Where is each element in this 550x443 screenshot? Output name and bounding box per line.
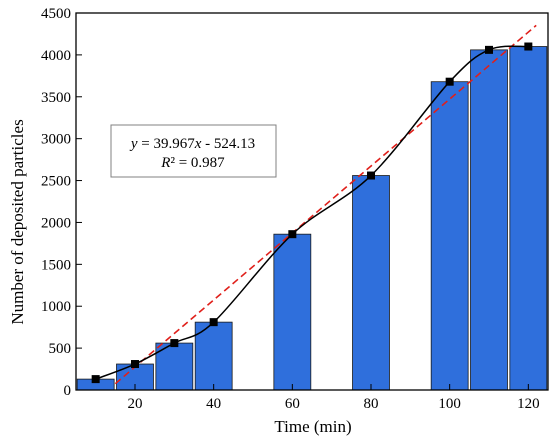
y-tick-label: 1000 xyxy=(41,299,71,315)
r-squared-line: R² = 0.987 xyxy=(160,155,225,171)
bar xyxy=(352,175,390,391)
equation-y: y xyxy=(129,136,138,152)
x-tick-label: 80 xyxy=(364,396,379,412)
x-tick-label: 100 xyxy=(438,396,461,412)
line-marker xyxy=(131,360,139,369)
y-tick-label: 2000 xyxy=(41,215,71,231)
equation-eq: = 39.967 xyxy=(138,136,196,152)
r-squared-rest: ² = 0.987 xyxy=(170,155,225,171)
x-axis-title: Time (min) xyxy=(274,417,351,436)
bar xyxy=(470,49,508,391)
bar xyxy=(430,81,469,391)
line-marker xyxy=(445,77,454,86)
line-marker xyxy=(209,318,218,327)
trendline xyxy=(114,24,537,385)
series-line xyxy=(95,45,529,380)
line-marker xyxy=(91,375,100,384)
plot-frame xyxy=(75,12,549,391)
y-axis-title: Number of deposited particles xyxy=(8,119,27,324)
y-tick-label: 2500 xyxy=(41,174,71,190)
bar xyxy=(273,233,312,391)
x-tick-label: 40 xyxy=(206,396,221,412)
equation-x: x xyxy=(194,136,202,152)
line-marker xyxy=(288,230,297,239)
x-tick-label: 20 xyxy=(128,396,143,412)
y-tick-label: 0 xyxy=(64,383,72,399)
line-marker xyxy=(485,45,493,54)
equation-annotation: y = 39.967x - 524.13 R² = 0.987 xyxy=(110,124,277,178)
equation-box xyxy=(110,124,277,178)
y-tick-label: 500 xyxy=(49,341,72,357)
y-tick-label: 3500 xyxy=(41,90,71,106)
x-tick-label: 120 xyxy=(517,396,540,412)
bar xyxy=(509,46,548,391)
equation-line: y = 39.967x - 524.13 xyxy=(129,136,255,152)
bar xyxy=(194,321,233,391)
line-marker xyxy=(524,42,533,51)
axes-group: 0 500 1000 1500 2000 2500 3000 3500 4000 4500 20 40… xyxy=(41,6,549,412)
r-symbol: R xyxy=(160,155,170,171)
x-tick-label: 60 xyxy=(285,396,300,412)
y-tick-label: 3000 xyxy=(41,132,71,148)
equation-rest: - 524.13 xyxy=(201,136,255,152)
line-marker xyxy=(367,171,375,180)
line-marker xyxy=(170,339,179,348)
y-tick-label: 4000 xyxy=(41,48,71,64)
line-group xyxy=(91,42,533,384)
y-tick-label: 4500 xyxy=(41,6,71,22)
y-tick-label: 1500 xyxy=(41,257,71,273)
trendline-group xyxy=(114,24,537,385)
